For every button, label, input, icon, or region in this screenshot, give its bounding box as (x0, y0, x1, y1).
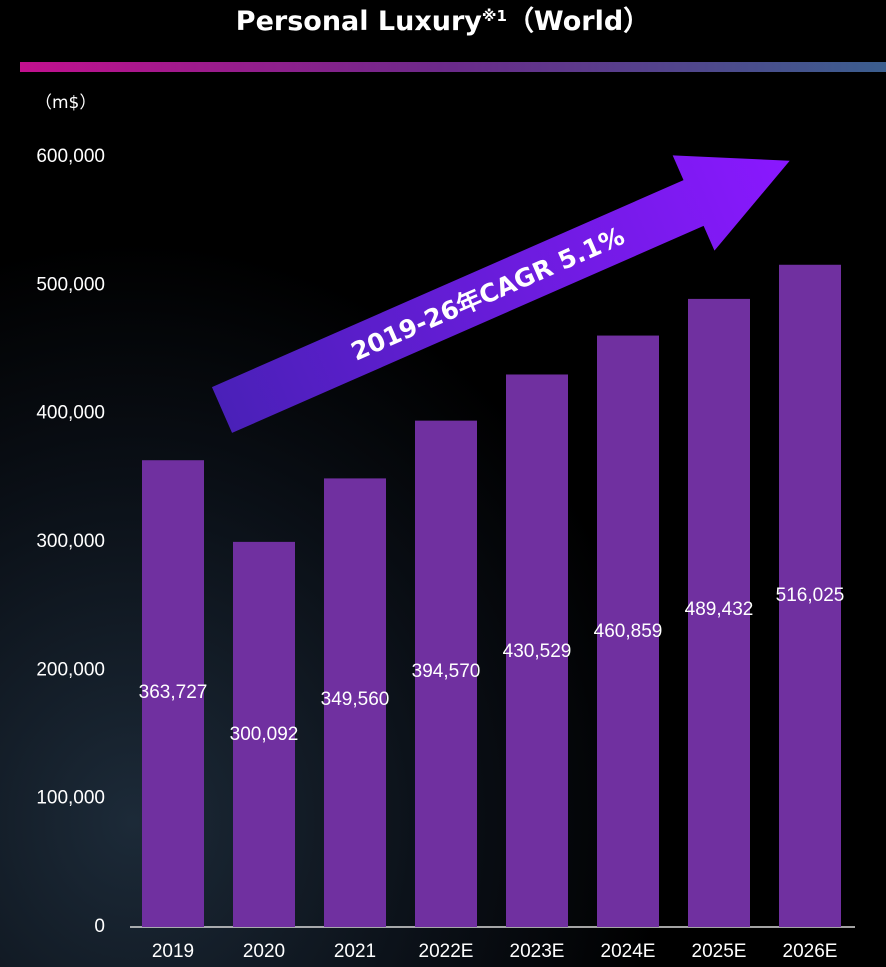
header-bar (20, 62, 886, 72)
y-tick-label: 300,000 (36, 531, 105, 552)
title-note: ※1 (482, 7, 507, 25)
x-tick-label: 2019 (152, 941, 194, 962)
bar (324, 478, 386, 927)
arrow-shape (211, 155, 790, 433)
bar (233, 541, 295, 927)
value-label: 300,092 (230, 724, 299, 745)
value-label: 516,025 (776, 585, 845, 606)
bar (506, 374, 568, 927)
x-tick-label: 2023E (510, 941, 565, 962)
x-tick-label: 2020 (243, 941, 285, 962)
x-tick-label: 2024E (601, 941, 656, 962)
value-label: 349,560 (321, 689, 390, 710)
y-tick-label: 200,000 (36, 659, 105, 680)
bars (142, 264, 841, 927)
x-tick-label: 2021 (334, 941, 376, 962)
y-tick-label: 0 (94, 916, 105, 937)
x-tick-label: 2022E (419, 941, 474, 962)
y-tick-label: 500,000 (36, 274, 105, 295)
bar (597, 335, 659, 927)
chart-title: Personal Luxury※1（World） (236, 6, 650, 37)
y-tick-label: 400,000 (36, 403, 105, 424)
value-label: 460,859 (594, 621, 663, 642)
unit-label: （m$） (35, 93, 96, 113)
x-tick-label: 2025E (692, 941, 747, 962)
value-label: 430,529 (503, 641, 572, 662)
bar (688, 298, 750, 927)
title-main: Personal Luxury (236, 6, 483, 37)
x-tick-label: 2026E (783, 941, 838, 962)
bar (779, 264, 841, 927)
y-tick-label: 600,000 (36, 146, 105, 167)
bar (142, 460, 204, 927)
value-label: 489,432 (685, 599, 754, 620)
value-label: 394,570 (412, 661, 481, 682)
bar (415, 420, 477, 927)
title-suffix: （World） (507, 6, 650, 37)
value-label: 363,727 (139, 682, 208, 703)
y-tick-label: 100,000 (36, 788, 105, 809)
